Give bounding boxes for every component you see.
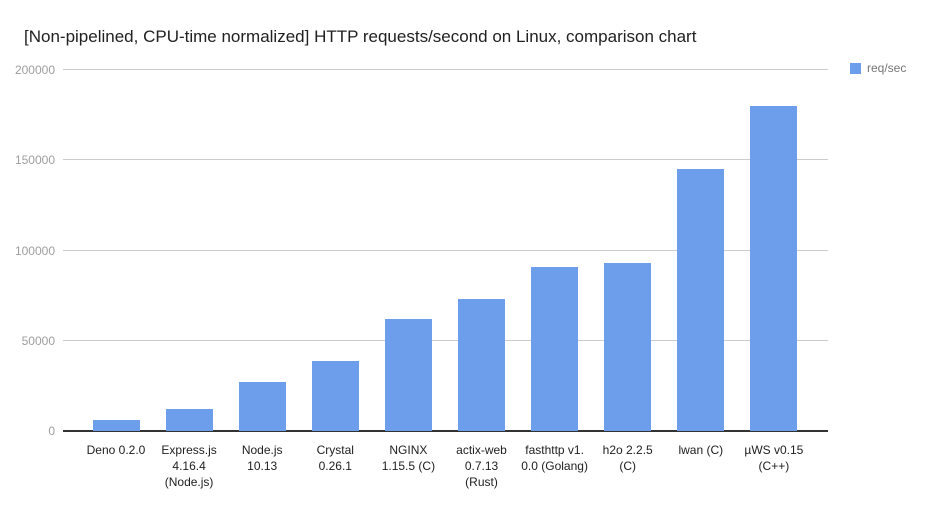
x-category-label: fasthttp v1. 0.0 (Golang) [521, 443, 588, 473]
y-tick-label: 100000 [14, 243, 55, 258]
x-category-label: NGINX 1.15.5 (C) [381, 443, 436, 473]
gridline [63, 249, 828, 251]
chart-title: [Non-pipelined, CPU-time normalized] HTT… [24, 27, 697, 46]
bar [604, 263, 652, 431]
bar [531, 266, 579, 431]
bar [311, 360, 359, 431]
plot-area: 0 50000 100000 150000 200000 Deno 0.2.0 Expres… [15, 63, 828, 489]
bar [238, 382, 286, 431]
bar [677, 169, 725, 431]
x-category-label: Node.js 10.13 [241, 443, 283, 473]
legend-swatch-icon [850, 62, 861, 74]
x-category-label: actix-web 0.7.13 (Rust) [456, 443, 507, 489]
x-category-label: h2o 2.2.5 (C) [602, 443, 653, 473]
bar [165, 409, 213, 431]
y-tick-label: 200000 [14, 63, 55, 77]
bar [458, 299, 505, 431]
bar [384, 319, 432, 431]
gridline [63, 339, 828, 341]
x-category-label: lwan (C) [678, 443, 724, 457]
bar [750, 106, 798, 431]
x-category-label: Crystal 0.26.1 [316, 443, 354, 473]
y-tick-label: 0 [48, 424, 55, 438]
bar [92, 420, 140, 431]
gridline [63, 69, 828, 70]
x-category-label: Express.js 4.16.4 (Node.js) [161, 443, 217, 489]
x-category-label: Deno 0.2.0 [86, 443, 146, 457]
legend-label: req/sec [867, 61, 907, 75]
legend: req/sec [850, 61, 906, 75]
x-category-label: µWS v0.15 (C++) [744, 443, 804, 473]
y-tick-label: 50000 [21, 333, 55, 348]
x-axis-baseline [63, 430, 828, 432]
y-tick-label: 150000 [14, 153, 55, 168]
gridline [63, 159, 828, 161]
